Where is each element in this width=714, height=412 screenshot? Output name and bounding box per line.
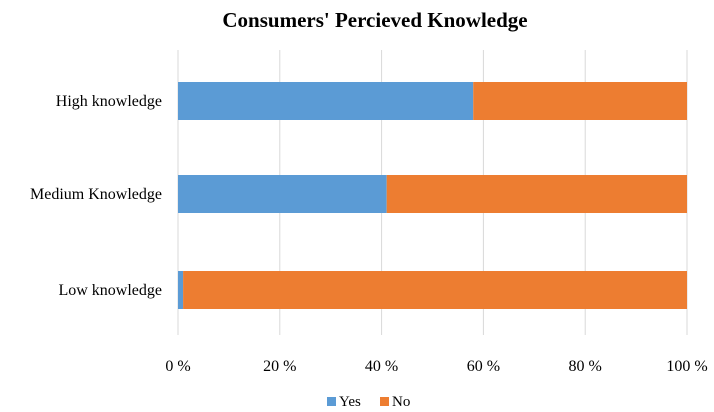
category-label: Medium Knowledge <box>30 186 162 203</box>
legend-swatch-yes <box>327 397 336 406</box>
legend-label-no: No <box>392 394 410 410</box>
category-label: Low knowledge <box>58 282 162 299</box>
bar-yes-1 <box>178 175 387 213</box>
chart-title: Consumers' Percieved Knowledge <box>222 8 527 32</box>
bars <box>178 82 687 309</box>
x-tick-label: 20 % <box>263 358 296 375</box>
x-tick-label: 100 % <box>666 358 707 375</box>
bar-no-2 <box>183 271 687 309</box>
x-tick-label: 0 % <box>165 358 190 375</box>
bar-no-0 <box>473 82 687 120</box>
legend: Yes No <box>327 394 410 410</box>
legend-label-yes: Yes <box>339 394 361 410</box>
category-labels: High knowledge Medium Knowledge Low knowle… <box>30 93 162 299</box>
x-tick-label: 60 % <box>467 358 500 375</box>
x-tick-label: 40 % <box>365 358 398 375</box>
x-tick-label: 80 % <box>569 358 602 375</box>
legend-swatch-no <box>380 397 389 406</box>
bar-yes-0 <box>178 82 474 120</box>
bar-no-1 <box>386 175 687 213</box>
category-label: High knowledge <box>56 93 162 110</box>
x-tick-labels: 0 % 20 % 40 % 60 % 80 % 100 % <box>165 358 707 375</box>
bar-yes-2 <box>178 271 184 309</box>
